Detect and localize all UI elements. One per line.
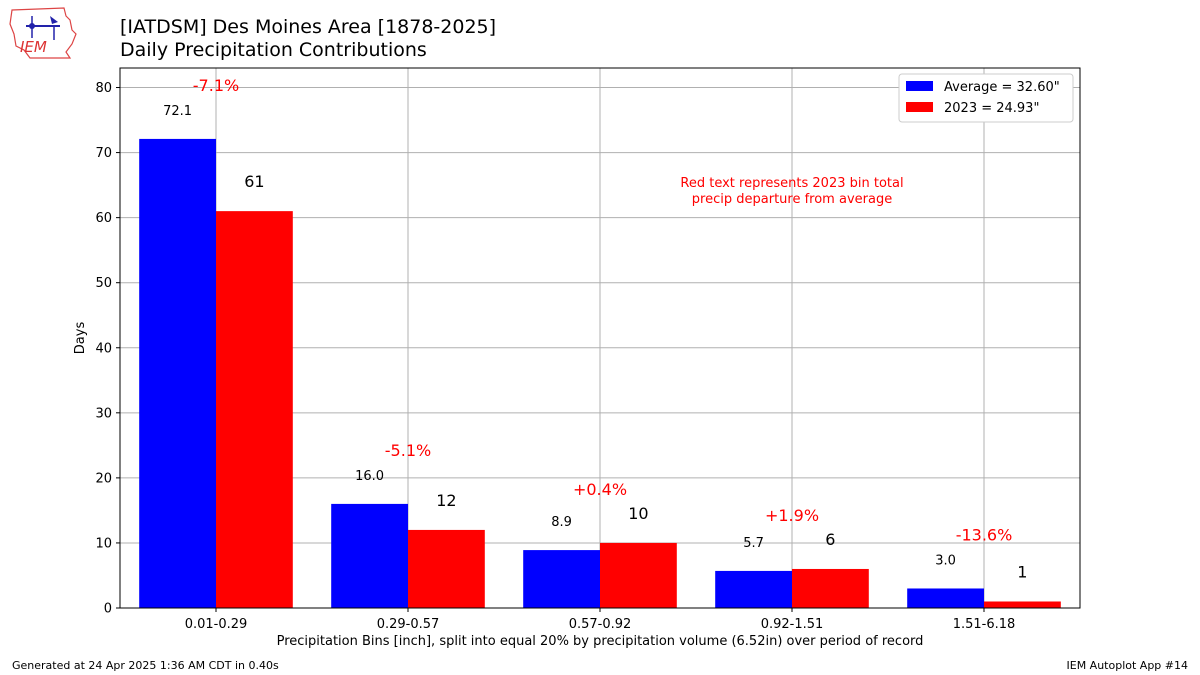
data-label-2023: 6 [825,530,835,549]
bar-2023 [408,529,485,608]
y-axis-label: Days [73,322,88,355]
x-axis-label: Precipitation Bins [inch], split into eq… [277,634,924,649]
data-label-average: 72.1 [163,104,192,119]
legend-box [898,73,1074,123]
y-tick-label: 50 [95,276,112,291]
bar-2023 [984,601,1061,608]
y-tick-label: 70 [95,146,112,161]
data-label-average: 8.9 [551,515,572,530]
annotation-note-line-2: precip departure from average [692,192,892,207]
data-labels: 72.1 61 -7.1% 16.0 12 -5.1% 8.9 10+0.4% 5.7 6 +1.9… [163,76,1027,582]
data-label-average: 16.0 [355,469,384,484]
y-tick-label: 40 [95,341,112,356]
bar-average [139,138,216,609]
bar-2023 [600,542,677,608]
bar-2023 [792,568,869,608]
axes: 0 10 20 30 40 50 60 70 80 0.01-0.29 0.29-0.57 0.57-… [95,81,1015,632]
generated-timestamp: Generated at 24 Apr 2025 1:36 AM CDT in … [12,659,279,672]
bar-average [331,503,408,608]
departure-label: +0.4% [573,480,627,499]
legend-swatch-2023 [906,102,933,112]
legend: Average = 32.60" 2023 = 24.93" [898,73,1074,123]
x-tick-label: 0.01-0.29 [185,617,248,632]
bars [139,138,1061,609]
departure-label: +1.9% [765,506,819,525]
data-label-2023: 10 [628,504,648,523]
bar-average [907,588,984,608]
bar-2023 [216,211,293,609]
data-label-2023: 12 [436,491,456,510]
y-tick-label: 80 [95,81,112,96]
y-tick-label: 0 [104,602,112,617]
x-tick-label: 0.29-0.57 [377,617,440,632]
chart-title: [IATDSM] Des Moines Area [1878-2025] [120,16,497,38]
app-label: IEM Autoplot App #14 [1066,659,1189,672]
bar-average [523,550,600,608]
data-label-2023: 61 [244,172,264,191]
title-block: [IATDSM] Des Moines Area [1878-2025] Dai… [120,16,496,62]
iem-logo: IEM [9,7,77,59]
x-tick-label: 0.92-1.51 [761,617,824,632]
logo-text: IEM [20,38,47,56]
departure-label: -5.1% [385,441,431,460]
data-label-average: 5.7 [743,536,764,551]
legend-label-average: Average = 32.60" [944,80,1060,95]
departure-label: -7.1% [193,76,239,95]
y-tick-label: 20 [95,471,112,486]
y-tick-label: 10 [95,536,112,551]
y-tick-label: 60 [95,211,112,226]
y-tick-label: 30 [95,406,112,421]
chart-subtitle: Daily Precipitation Contributions [120,39,427,61]
legend-label-2023: 2023 = 24.93" [944,101,1039,116]
departure-label: -13.6% [956,525,1013,544]
x-tick-label: 0.57-0.92 [569,617,632,632]
bar-average [715,570,792,608]
data-label-2023: 1 [1017,562,1027,581]
x-tick-label: 1.51-6.18 [953,617,1016,632]
legend-swatch-average [906,81,933,91]
data-label-average: 3.0 [935,553,956,568]
annotation-note-line-1: Red text represents 2023 bin total [680,176,903,191]
